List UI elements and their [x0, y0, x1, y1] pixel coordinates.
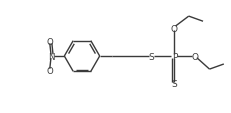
Text: O: O	[171, 24, 178, 33]
Text: S: S	[149, 52, 154, 61]
Text: O: O	[46, 37, 53, 46]
Text: P: P	[172, 52, 177, 61]
Text: S: S	[172, 80, 177, 89]
Text: O: O	[46, 67, 53, 76]
Text: N: N	[48, 52, 54, 61]
Text: O: O	[192, 52, 199, 61]
